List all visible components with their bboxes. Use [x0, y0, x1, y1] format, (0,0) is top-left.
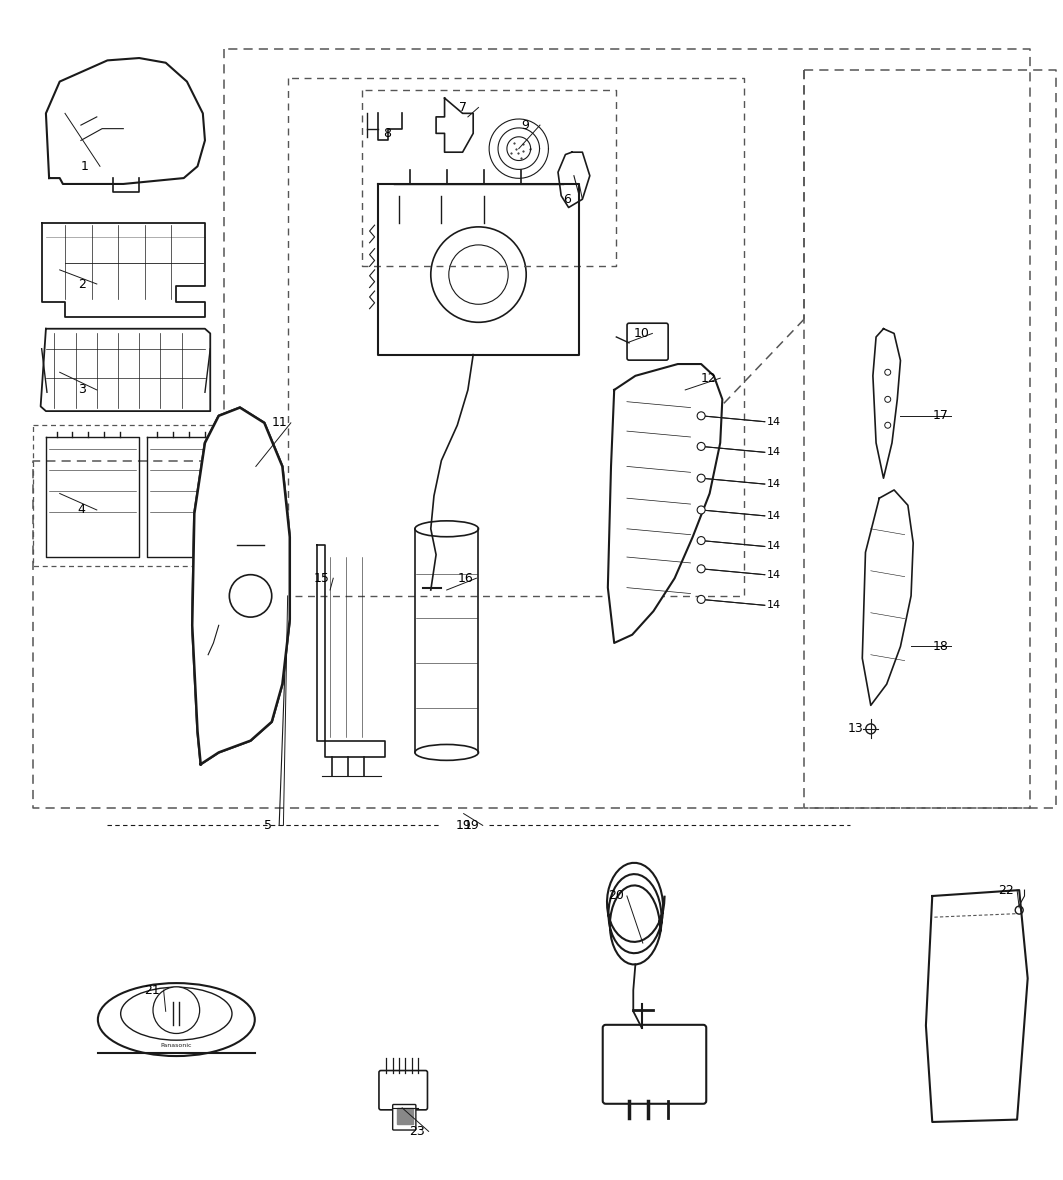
Polygon shape — [396, 1108, 412, 1125]
Ellipse shape — [98, 983, 255, 1056]
Text: 7: 7 — [459, 101, 468, 114]
FancyBboxPatch shape — [603, 1024, 706, 1103]
Text: 8: 8 — [383, 127, 391, 140]
Text: 16: 16 — [457, 572, 473, 585]
FancyBboxPatch shape — [378, 1070, 427, 1110]
Polygon shape — [608, 365, 723, 643]
Text: 15: 15 — [315, 572, 330, 585]
Ellipse shape — [415, 520, 478, 537]
Text: 18: 18 — [932, 640, 948, 653]
Circle shape — [230, 575, 272, 617]
Text: 14: 14 — [766, 542, 781, 551]
Circle shape — [697, 565, 705, 572]
Text: 23: 23 — [409, 1125, 425, 1138]
Text: 19: 19 — [463, 819, 479, 832]
Polygon shape — [318, 545, 385, 758]
FancyBboxPatch shape — [392, 1104, 416, 1130]
Text: 11: 11 — [272, 417, 287, 430]
Circle shape — [153, 986, 200, 1034]
Text: 2: 2 — [78, 277, 86, 290]
Text: 1: 1 — [81, 159, 89, 172]
Text: 14: 14 — [766, 479, 781, 489]
Text: 14: 14 — [766, 447, 781, 458]
Circle shape — [697, 537, 705, 544]
Ellipse shape — [121, 988, 232, 1041]
Polygon shape — [926, 890, 1028, 1122]
Text: 21: 21 — [145, 984, 161, 997]
Circle shape — [865, 723, 876, 734]
Text: 19: 19 — [456, 819, 472, 832]
Polygon shape — [873, 329, 900, 478]
Circle shape — [431, 227, 526, 322]
Ellipse shape — [415, 745, 478, 760]
Text: 14: 14 — [766, 570, 781, 579]
Circle shape — [697, 506, 705, 514]
Circle shape — [884, 422, 891, 428]
Circle shape — [884, 369, 891, 375]
Circle shape — [884, 396, 891, 402]
Text: 10: 10 — [634, 327, 649, 340]
Circle shape — [449, 245, 508, 304]
Text: 14: 14 — [766, 417, 781, 427]
Text: 14: 14 — [766, 511, 781, 520]
Text: 3: 3 — [78, 384, 86, 396]
Text: 12: 12 — [702, 372, 716, 385]
Circle shape — [697, 596, 705, 603]
Polygon shape — [192, 407, 290, 765]
Text: 17: 17 — [932, 409, 948, 422]
Text: 4: 4 — [78, 504, 86, 517]
Text: 22: 22 — [998, 884, 1014, 897]
Text: 13: 13 — [847, 722, 863, 735]
Circle shape — [697, 412, 705, 420]
FancyBboxPatch shape — [627, 323, 669, 360]
Text: 6: 6 — [563, 192, 571, 205]
Text: 20: 20 — [608, 890, 624, 903]
Polygon shape — [862, 490, 913, 706]
Text: 14: 14 — [766, 601, 781, 610]
Circle shape — [697, 474, 705, 483]
Circle shape — [697, 442, 705, 451]
Circle shape — [1015, 906, 1024, 914]
Text: 9: 9 — [521, 119, 528, 132]
Text: 5: 5 — [265, 819, 272, 832]
Text: Panasonic: Panasonic — [161, 1043, 192, 1048]
